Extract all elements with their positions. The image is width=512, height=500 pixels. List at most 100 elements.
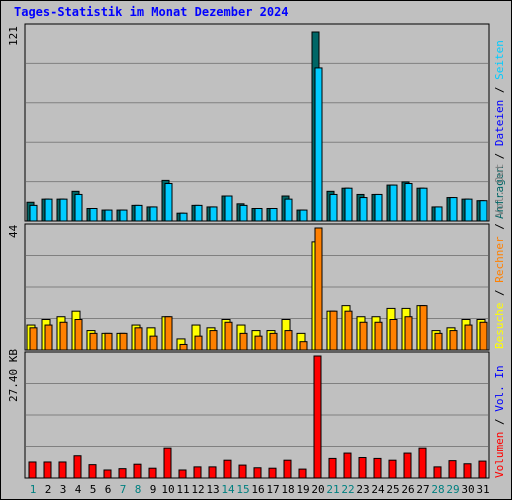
volumen-bar xyxy=(388,459,397,479)
volumen-bar xyxy=(418,447,427,479)
dateien-bar xyxy=(29,204,38,222)
day-label: 28 xyxy=(431,483,444,496)
rechner-bar xyxy=(419,305,428,351)
rechner-bar xyxy=(269,332,278,351)
dateien-bar xyxy=(449,197,458,222)
rechner-bar xyxy=(299,341,308,351)
rechner-bar xyxy=(314,227,323,351)
legend-part: / xyxy=(493,283,506,303)
dateien-bar xyxy=(149,206,158,222)
day-label: 11 xyxy=(176,483,189,496)
day-label: 16 xyxy=(251,483,264,496)
day-label: 1 xyxy=(30,483,37,496)
dateien-bar xyxy=(374,193,383,222)
day-label: 12 xyxy=(191,483,204,496)
volumen-bar xyxy=(103,469,112,479)
volumen-bar xyxy=(88,464,97,479)
volumen-bar xyxy=(163,447,172,479)
rechner-bar xyxy=(89,332,98,351)
day-label: 31 xyxy=(476,483,489,496)
dateien-bar xyxy=(179,212,188,222)
day-label: 14 xyxy=(221,483,235,496)
rechner-bar xyxy=(224,321,233,351)
legend-part: Anfragen xyxy=(493,166,506,219)
dateien-bar xyxy=(239,204,248,222)
rechner-bar xyxy=(464,324,473,351)
volumen-bar xyxy=(313,355,322,479)
volumen-bar xyxy=(193,466,202,479)
day-label: 15 xyxy=(236,483,249,496)
rechner-bar xyxy=(404,316,413,351)
legend-part: Rechner xyxy=(493,236,506,283)
volumen-bar xyxy=(328,457,337,479)
dateien-bar xyxy=(359,197,368,222)
chart-title: Tages-Statistik im Monat Dezember 2024 xyxy=(14,5,289,19)
hits-max-label: 121 xyxy=(7,26,20,46)
hits-legend: Anfragen / Dateien / Seiten xyxy=(493,40,506,219)
day-label: 21 xyxy=(326,483,339,496)
day-label: 2 xyxy=(45,483,52,496)
volume-max-label: 27.40 KB xyxy=(7,349,20,402)
volumen-bar xyxy=(343,452,352,479)
day-label: 25 xyxy=(386,483,399,496)
day-label: 17 xyxy=(266,483,279,496)
legend-part: / xyxy=(493,412,506,432)
volumen-bar xyxy=(118,468,127,479)
volume-legend: Volumen / Vol. In xyxy=(493,365,506,478)
rechner-bar xyxy=(149,335,158,351)
visits-legend: Besuche / Rechner / Vol. Out xyxy=(493,164,506,349)
dateien-bar xyxy=(59,198,68,222)
dateien-bar xyxy=(344,187,353,222)
dateien-bar xyxy=(314,67,323,222)
day-label: 10 xyxy=(161,483,174,496)
dateien-bar xyxy=(329,193,338,222)
volumen-bar xyxy=(448,460,457,479)
day-label: 22 xyxy=(341,483,354,496)
volumen-bar xyxy=(298,468,307,479)
dateien-bar xyxy=(434,206,443,222)
dateien-bar xyxy=(464,198,473,222)
legend-part: / xyxy=(493,80,506,100)
volumen-bar xyxy=(178,469,187,479)
legend-part: Besuche xyxy=(493,303,506,349)
rechner-bar xyxy=(254,335,263,351)
dateien-bar xyxy=(119,209,128,222)
dateien-bar xyxy=(209,206,218,222)
dateien-bar xyxy=(479,200,488,222)
legend-part: Volumen xyxy=(493,432,506,478)
day-label: 18 xyxy=(281,483,294,496)
legend-part: / xyxy=(493,146,506,166)
volumen-bar xyxy=(433,466,442,479)
dateien-bar xyxy=(164,183,173,222)
day-label: 24 xyxy=(371,483,385,496)
dateien-bar xyxy=(269,208,278,222)
dateien-bar xyxy=(404,183,413,222)
volumen-bar xyxy=(208,466,217,479)
legend-part: / xyxy=(493,217,506,237)
dateien-bar xyxy=(74,193,83,222)
rechner-bar xyxy=(164,316,173,351)
rechner-bar xyxy=(374,321,383,351)
day-label: 26 xyxy=(401,483,414,496)
volumen-bar xyxy=(58,461,67,479)
day-label: 30 xyxy=(461,483,474,496)
dateien-bar xyxy=(284,198,293,222)
day-label: 19 xyxy=(296,483,309,496)
volumen-bar xyxy=(73,455,82,479)
day-label: 8 xyxy=(135,483,142,496)
day-label: 6 xyxy=(105,483,112,496)
dateien-bar xyxy=(299,209,308,222)
rechner-bar xyxy=(479,321,488,351)
day-label: 5 xyxy=(90,483,97,496)
dateien-bar xyxy=(44,198,53,222)
volumen-bar xyxy=(403,452,412,479)
volumen-bar xyxy=(148,467,157,479)
rechner-bar xyxy=(134,327,143,351)
rechner-bar xyxy=(449,330,458,351)
day-label: 4 xyxy=(75,483,82,496)
day-label: 3 xyxy=(60,483,67,496)
day-label: 13 xyxy=(206,483,219,496)
dateien-bar xyxy=(224,195,233,222)
volumen-bar xyxy=(268,467,277,479)
rechner-bar xyxy=(44,324,53,351)
